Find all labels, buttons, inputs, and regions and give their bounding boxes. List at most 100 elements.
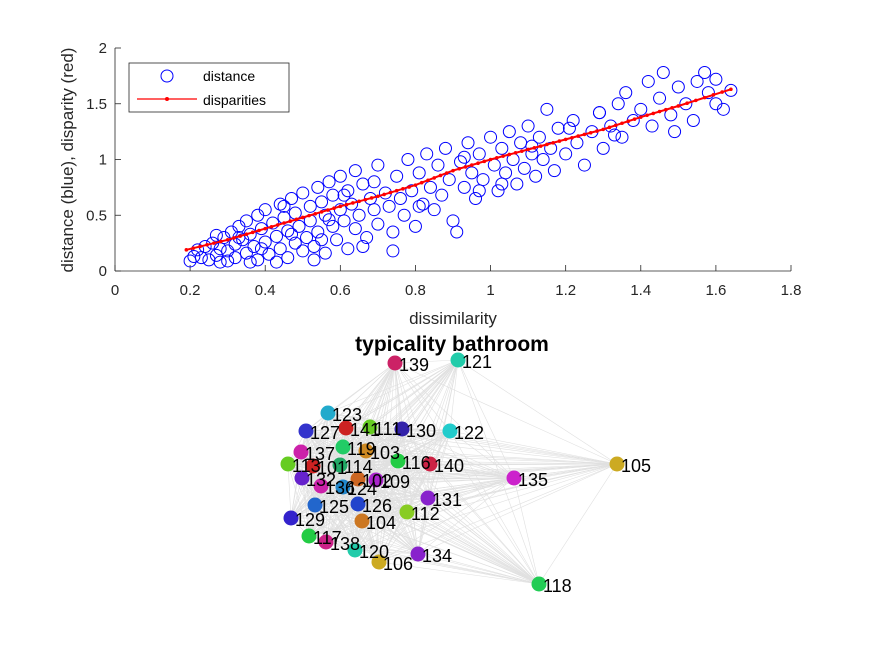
disparity-point — [432, 176, 437, 180]
network-edge — [320, 485, 408, 513]
distance-point — [634, 102, 648, 116]
disparity-point — [238, 234, 242, 238]
disparity-point — [676, 104, 681, 108]
distance-point — [562, 121, 576, 135]
distance-point — [386, 225, 400, 239]
network-edge — [290, 465, 314, 519]
disparity-point — [438, 173, 443, 178]
network-node — [318, 534, 334, 550]
distance-point — [356, 239, 370, 253]
y-tick-label: 1.5 — [86, 96, 107, 113]
distance-point — [484, 130, 498, 144]
disparity-point — [288, 219, 293, 223]
distance-point — [412, 199, 426, 213]
network-edge — [365, 450, 618, 465]
x-tick-label: 1.2 — [555, 282, 576, 299]
distance-point — [187, 250, 201, 264]
distance-point — [382, 199, 396, 213]
distance-point — [701, 86, 715, 100]
legend-distance-label: distance — [203, 68, 255, 84]
network-node-label: 132 — [306, 470, 336, 490]
distance-point — [322, 175, 336, 189]
network-edge — [378, 561, 540, 585]
network-node — [332, 457, 348, 473]
disparity-point — [413, 183, 418, 187]
network-edge — [339, 460, 399, 466]
distance-point — [360, 231, 374, 245]
distance-point — [311, 225, 325, 239]
distance-point — [258, 203, 272, 217]
distance-point — [296, 244, 310, 258]
network-edge — [327, 412, 451, 432]
distance-point — [277, 199, 291, 213]
network-node-label: 139 — [399, 355, 429, 375]
disparity-point — [702, 95, 707, 100]
distance-point — [709, 72, 723, 86]
network-edge — [361, 511, 408, 522]
network-edge — [361, 520, 540, 585]
distance-point — [408, 219, 422, 233]
network-node-label: 117 — [313, 528, 342, 548]
disparity-point — [607, 125, 612, 130]
disparity-point — [394, 188, 399, 193]
disparity-point — [426, 178, 430, 183]
distance-point — [254, 242, 268, 256]
distance-point — [438, 141, 452, 155]
network-edge — [308, 535, 540, 585]
legend-distance-marker — [160, 69, 174, 83]
network-edge — [301, 477, 356, 551]
network-edge — [290, 503, 359, 519]
network-edge — [397, 460, 515, 479]
network-node-label: 131 — [432, 490, 462, 510]
distance-point — [269, 229, 283, 243]
network-edge — [449, 359, 459, 432]
network-edge — [339, 464, 515, 479]
distance-point — [311, 180, 325, 194]
x-tick-label: 0.6 — [330, 282, 351, 299]
distance-point — [348, 222, 362, 236]
distance-point — [341, 184, 355, 198]
distance-point — [239, 246, 253, 260]
disparity-point — [651, 111, 656, 116]
network-node-label: 123 — [332, 405, 362, 425]
network-node-label: 136 — [325, 478, 355, 498]
network-edge — [449, 430, 618, 465]
network-node-label: 134 — [422, 546, 452, 566]
disparity-point — [407, 185, 411, 189]
network-node-label: 104 — [366, 513, 396, 533]
network-edge — [300, 426, 371, 453]
disparity-point — [595, 129, 599, 133]
disparity-point — [670, 106, 674, 110]
network-node-label: 124 — [347, 479, 377, 499]
distance-point — [592, 106, 606, 120]
distance-point — [322, 213, 336, 227]
network-edge — [327, 412, 618, 465]
disparity-point — [198, 244, 202, 249]
network-edge — [357, 478, 540, 585]
network-edge — [357, 503, 540, 585]
disparity-point — [545, 142, 549, 147]
network-edge — [290, 517, 419, 555]
network-edge — [357, 477, 515, 505]
network-node — [394, 421, 410, 437]
distance-point — [532, 130, 546, 144]
distance-point — [596, 141, 610, 155]
distance-point — [427, 203, 441, 217]
network-node-label: 118 — [543, 576, 572, 596]
network-edge — [357, 503, 408, 513]
distance-point — [269, 255, 283, 269]
distance-point — [679, 97, 693, 111]
distance-point — [292, 219, 306, 233]
network-edge — [301, 460, 399, 479]
legend-box — [128, 62, 290, 113]
network-node-label: 101 — [317, 458, 347, 478]
disparity-point — [576, 134, 580, 138]
distance-point — [607, 128, 621, 142]
distance-point — [247, 239, 261, 253]
distance-point — [510, 177, 524, 191]
distance-point — [315, 195, 329, 209]
network-node-label: 130 — [406, 421, 436, 441]
distance-point — [536, 153, 550, 166]
y-axis-label: distance (blue), disparity (red) — [58, 48, 77, 273]
